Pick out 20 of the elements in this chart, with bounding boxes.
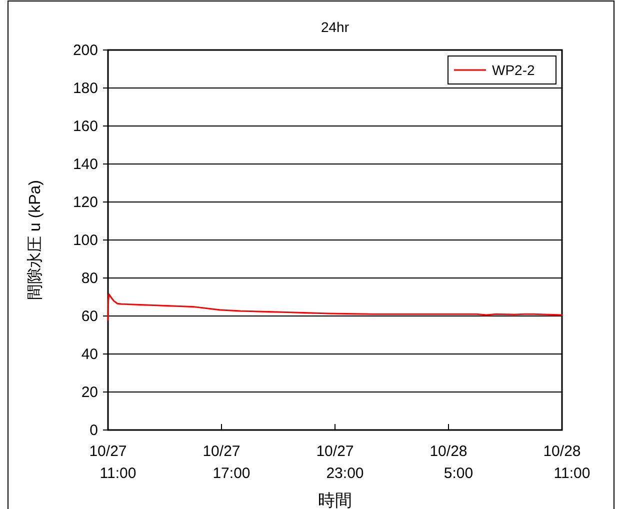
y-axis-title: 間隙水圧 u (kPa) [26, 180, 44, 300]
x-tick-label: 10/27 11:00 [89, 443, 136, 482]
y-tick-label: 0 [90, 422, 98, 439]
y-tick-label: 200 [72, 42, 98, 59]
y-tick-label: 80 [81, 270, 98, 287]
x-tick-label: 10/27 17:00 [202, 443, 250, 482]
chart-title: 24hr [320, 19, 350, 35]
y-tick-label: 100 [72, 232, 98, 249]
legend-label: WP2-2 [492, 62, 535, 78]
x-tick-label: 10/28 11:00 [543, 443, 590, 482]
y-tick-label: 60 [81, 308, 98, 325]
x-axis-title: 時間 [318, 491, 352, 509]
y-tick-label: 20 [81, 384, 98, 401]
y-tick-label: 140 [72, 156, 98, 173]
x-tick-label: 10/27 23:00 [316, 443, 364, 482]
y-tick-label: 40 [81, 346, 98, 363]
x-tick-label: 10/28 5:00 [430, 443, 474, 482]
y-tick-label: 180 [72, 80, 98, 97]
y-tick-label: 120 [72, 194, 98, 211]
y-tick-label: 160 [72, 118, 98, 135]
